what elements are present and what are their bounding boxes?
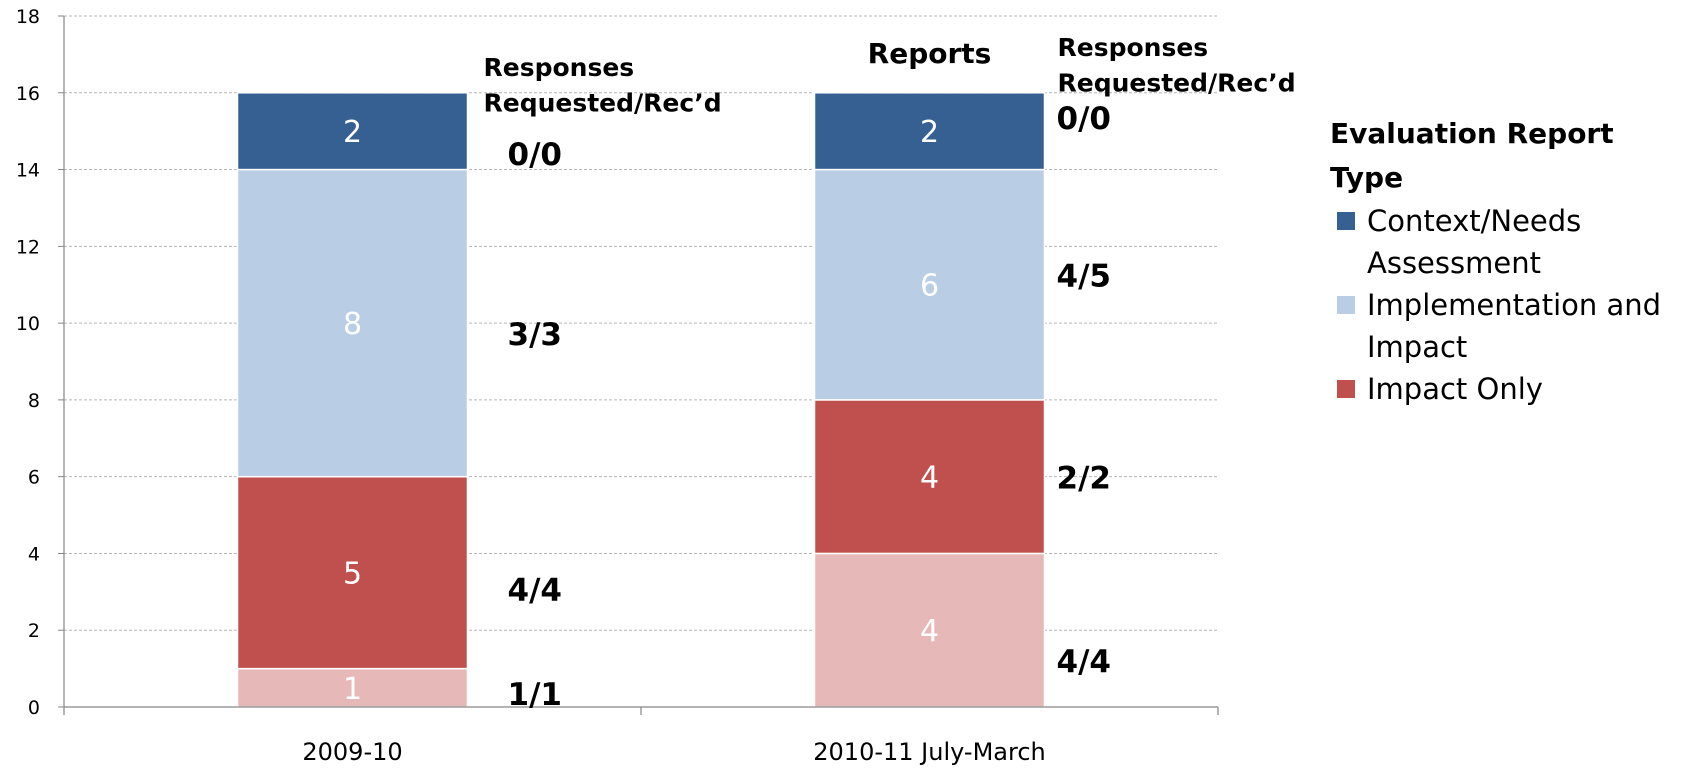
legend-label: Impact Only (1367, 372, 1543, 406)
y-tick-label: 8 (28, 390, 40, 412)
legend-title: Evaluation Report Type (1330, 117, 1614, 194)
data-label: 5 (343, 557, 362, 592)
data-label: 4 (920, 461, 939, 496)
y-tick-label: 10 (16, 313, 40, 335)
response-count-label: 4/4 (1057, 644, 1111, 680)
response-count-label: 0/0 (1057, 101, 1111, 137)
legend-swatch (1337, 296, 1355, 314)
y-tick-label: 18 (16, 6, 40, 28)
legend-label: Implementation and Impact (1367, 288, 1662, 364)
data-label: 2 (343, 115, 362, 150)
bar-segment (236, 168, 469, 478)
bar-segment (813, 168, 1046, 401)
responses-header: Responses Requested/Rec’d (484, 53, 722, 118)
y-tick-label: 14 (16, 160, 40, 182)
legend: Evaluation Report Type Context/Needs Ass… (1330, 112, 1680, 410)
bar-segment (813, 552, 1046, 708)
data-label: 2 (920, 115, 939, 150)
bar-segment (236, 475, 469, 670)
data-label: 1 (343, 672, 362, 707)
legend-item: Context/Needs Assessment (1337, 200, 1680, 284)
x-tick-label: 2009-10 (302, 738, 402, 766)
bars: 1 5 8 2 4 4 6 2 (236, 92, 1046, 708)
bar-segment (813, 399, 1046, 555)
response-count-label: 4/4 (508, 573, 562, 609)
y-tick-label: 4 (28, 543, 40, 565)
response-count-label: 1/1 (508, 677, 562, 713)
responses-header: Responses Requested/Rec’d (1058, 33, 1296, 98)
response-count-label: 2/2 (1057, 461, 1111, 497)
annotations: 1/1 4/4 3/3 0/0 4/4 2/2 4/5 0/0 Reports Responses… (484, 33, 1296, 713)
data-label: 6 (920, 269, 939, 304)
legend-items: Context/Needs Assessment Implementation a… (1330, 200, 1680, 410)
response-count-label: 4/5 (1057, 259, 1111, 295)
legend-swatch (1337, 212, 1355, 230)
legend-item: Implementation and Impact (1337, 284, 1680, 368)
x-tick-label: 2010-11 July-March (813, 738, 1045, 766)
data-label: 8 (343, 307, 362, 342)
y-tick-label: 2 (28, 620, 40, 642)
legend-label: Context/Needs Assessment (1367, 204, 1582, 280)
y-tick-label: 12 (16, 236, 40, 258)
response-count-label: 3/3 (508, 317, 562, 353)
bar-segment (236, 92, 469, 171)
legend-swatch (1337, 380, 1355, 398)
response-count-label: 0/0 (508, 137, 562, 173)
y-tick-label: 6 (28, 467, 40, 489)
data-label: 4 (920, 614, 939, 649)
legend-item: Impact Only (1337, 368, 1680, 410)
bar-segment (813, 92, 1046, 171)
y-tick-label: 16 (16, 83, 40, 105)
y-tick-label: 0 (28, 697, 40, 719)
axes (58, 15, 1219, 715)
reports-header: Reports (868, 37, 992, 70)
